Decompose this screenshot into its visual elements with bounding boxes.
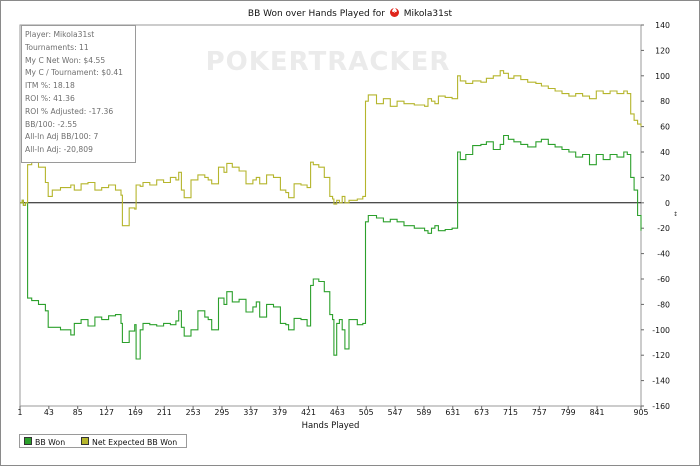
- legend: BB Won Net Expected BB Won: [19, 434, 187, 448]
- x-tick-label: 169: [128, 408, 143, 417]
- x-tick-label: 757: [532, 408, 547, 417]
- x-tick-label: 253: [186, 408, 201, 417]
- x-tick-label: 547: [388, 408, 403, 417]
- stats-box: Player: Mikola31st Tournaments: 11 My C Ne…: [21, 25, 136, 163]
- y-tick-label: 60: [660, 123, 670, 132]
- stats-line: ROI % Adjusted: -17.36: [25, 106, 114, 116]
- stats-line: My C / Tournament: $0.41: [25, 68, 123, 78]
- x-tick-label: 463: [330, 408, 345, 417]
- chart-title-text: BB Won over Hands Played for: [247, 9, 385, 19]
- x-tick-label: 211: [157, 408, 172, 417]
- watermark: POKERTRACKER: [206, 47, 451, 77]
- legend-swatch-bb-won: [24, 437, 32, 445]
- spade-icon: [389, 6, 399, 17]
- stats-line: All-In Adj BB/100: 7: [25, 132, 99, 142]
- stats-line: My C Net Won: $4.55: [25, 55, 106, 65]
- stats-line: BB/100: -2.55: [25, 119, 78, 129]
- legend-label-bb-won: BB Won: [35, 438, 66, 447]
- stats-line: All-In Adj: -20,809: [25, 145, 93, 155]
- y-tick-label: -20: [657, 224, 670, 233]
- legend-swatch-net-expected: [81, 437, 89, 445]
- x-tick-label: 1: [18, 408, 23, 417]
- legend-item-net-expected: Net Expected BB Won: [81, 437, 177, 447]
- chart-title: BB Won over Hands Played for Mikola31st: [0, 6, 700, 19]
- x-tick-label: 337: [243, 408, 258, 417]
- y-tick-label: -80: [657, 300, 670, 309]
- x-tick-label: 43: [44, 408, 54, 417]
- y-tick-label: 0: [665, 199, 670, 208]
- y-tick-label: -100: [652, 326, 670, 335]
- legend-label-net-expected: Net Expected BB Won: [92, 438, 178, 447]
- x-tick-label: 841: [590, 408, 605, 417]
- axis-scroll-icon: ↕: [673, 211, 678, 218]
- x-tick-label: 85: [73, 408, 83, 417]
- x-tick-label: 295: [215, 408, 230, 417]
- x-tick-label: 127: [99, 408, 114, 417]
- y-tick-label: -120: [652, 351, 670, 360]
- x-axis-label: Hands Played: [301, 421, 360, 431]
- y-tick-label: 100: [655, 72, 670, 81]
- x-tick-label: 799: [561, 408, 576, 417]
- y-tick-label: 120: [655, 46, 670, 55]
- x-tick-label: 589: [416, 408, 431, 417]
- x-tick-label: 421: [301, 408, 316, 417]
- x-tick-label: 379: [272, 408, 287, 417]
- y-tick-label: -160: [652, 402, 670, 411]
- stats-line: Tournaments: 11: [25, 42, 89, 52]
- x-tick-label: 673: [474, 408, 489, 417]
- x-tick-label: 905: [634, 408, 649, 417]
- y-tick-label: -140: [652, 377, 670, 386]
- legend-item-bb-won: BB Won: [24, 437, 65, 447]
- x-tick-label: 715: [503, 408, 518, 417]
- chart-title-player: Mikola31st: [403, 9, 453, 19]
- y-tick-label: 20: [660, 173, 670, 182]
- x-tick-label: 505: [359, 408, 374, 417]
- y-tick-label: -60: [657, 275, 670, 284]
- stats-line: ROI %: 41.36: [25, 93, 75, 103]
- y-tick-label: -40: [657, 250, 670, 259]
- stats-line: Player: Mikola31st: [25, 30, 95, 39]
- y-tick-label: 140: [655, 21, 670, 30]
- y-tick-label: 40: [660, 148, 670, 157]
- series-line-net-expected: [20, 70, 642, 227]
- x-tick-label: 631: [445, 408, 460, 417]
- series-line-bb-won: [20, 134, 642, 360]
- y-tick-label: 80: [660, 97, 670, 106]
- stats-line: ITM %: 18.18: [25, 81, 75, 91]
